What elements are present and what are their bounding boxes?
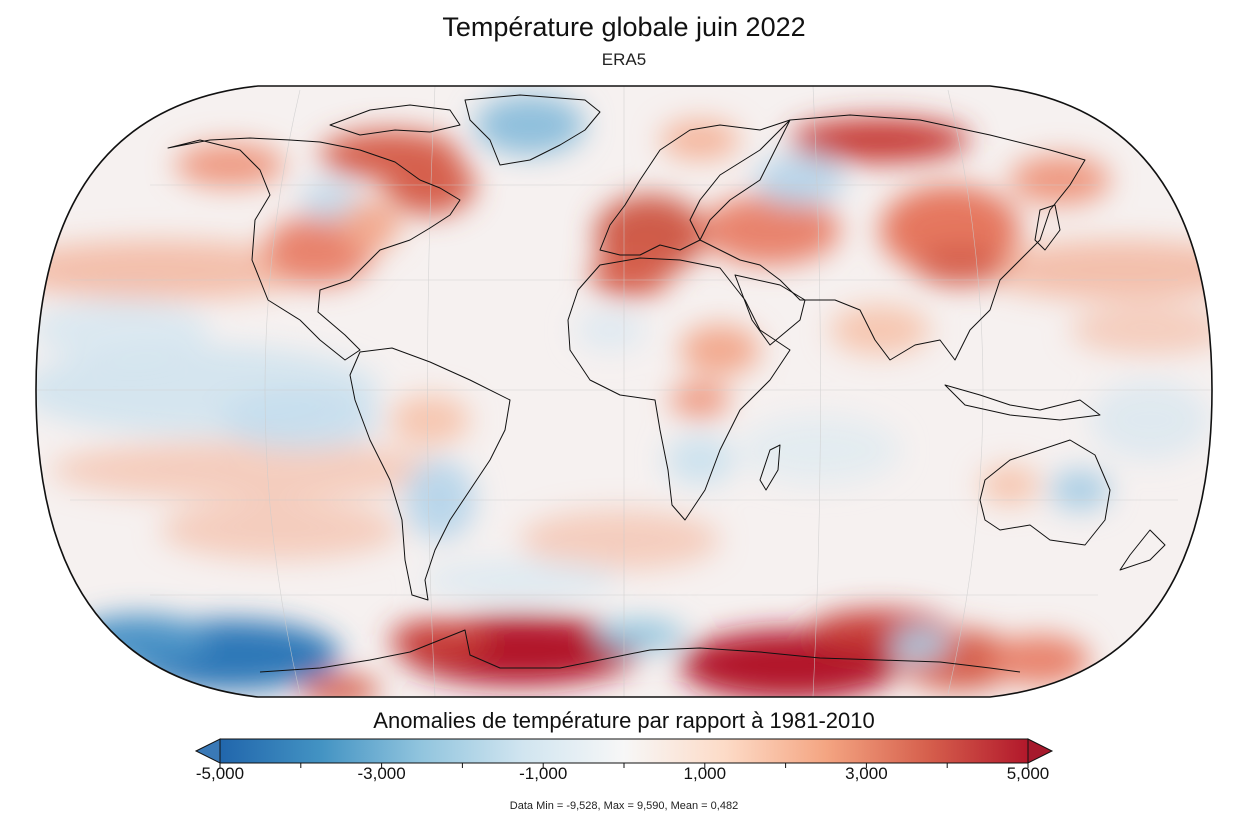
europe-outline [599, 119, 791, 256]
arctic-islands-outline [329, 104, 461, 136]
colorbar-gradient [219, 738, 1029, 764]
greenland-outline [464, 94, 601, 166]
colorbar-tick-label: 3,000 [845, 764, 888, 783]
colorbar-high-arrow [1027, 738, 1054, 764]
new-zealand-outline [1119, 529, 1166, 571]
data-stats: Data Min = -9,528, Max = 9,590, Mean = 0… [509, 800, 739, 812]
madagascar-outline [759, 444, 781, 491]
asia-outline [699, 114, 1086, 361]
indonesia-outline [944, 384, 1101, 421]
map-title: Température globale juin 2022 [442, 12, 806, 42]
japan-outline [1034, 204, 1061, 251]
africa-outline [567, 257, 791, 521]
colorbar-tick-label: -5,000 [195, 764, 245, 783]
south-america-outline [349, 347, 511, 601]
globe-outline [35, 85, 1213, 698]
colorbar-tick-label: 5,000 [1006, 764, 1050, 783]
map-subtitle: ERA5 [601, 50, 647, 69]
graticule [36, 86, 1212, 697]
antarctica-outline [259, 629, 1021, 673]
colorbar-low-arrow [194, 738, 221, 764]
australia-outline [979, 439, 1111, 546]
colorbar-tick-label: 1,000 [683, 764, 727, 783]
colorbar-tick-label: -3,000 [357, 764, 406, 783]
colorbar-tick-label: -1,000 [519, 764, 568, 783]
colorbar-label: Anomalies de température par rapport à 1… [373, 708, 875, 733]
world-map [35, 85, 1213, 698]
arabia-outline [734, 274, 806, 346]
north-america-outline [167, 137, 461, 361]
coastlines [167, 94, 1166, 673]
